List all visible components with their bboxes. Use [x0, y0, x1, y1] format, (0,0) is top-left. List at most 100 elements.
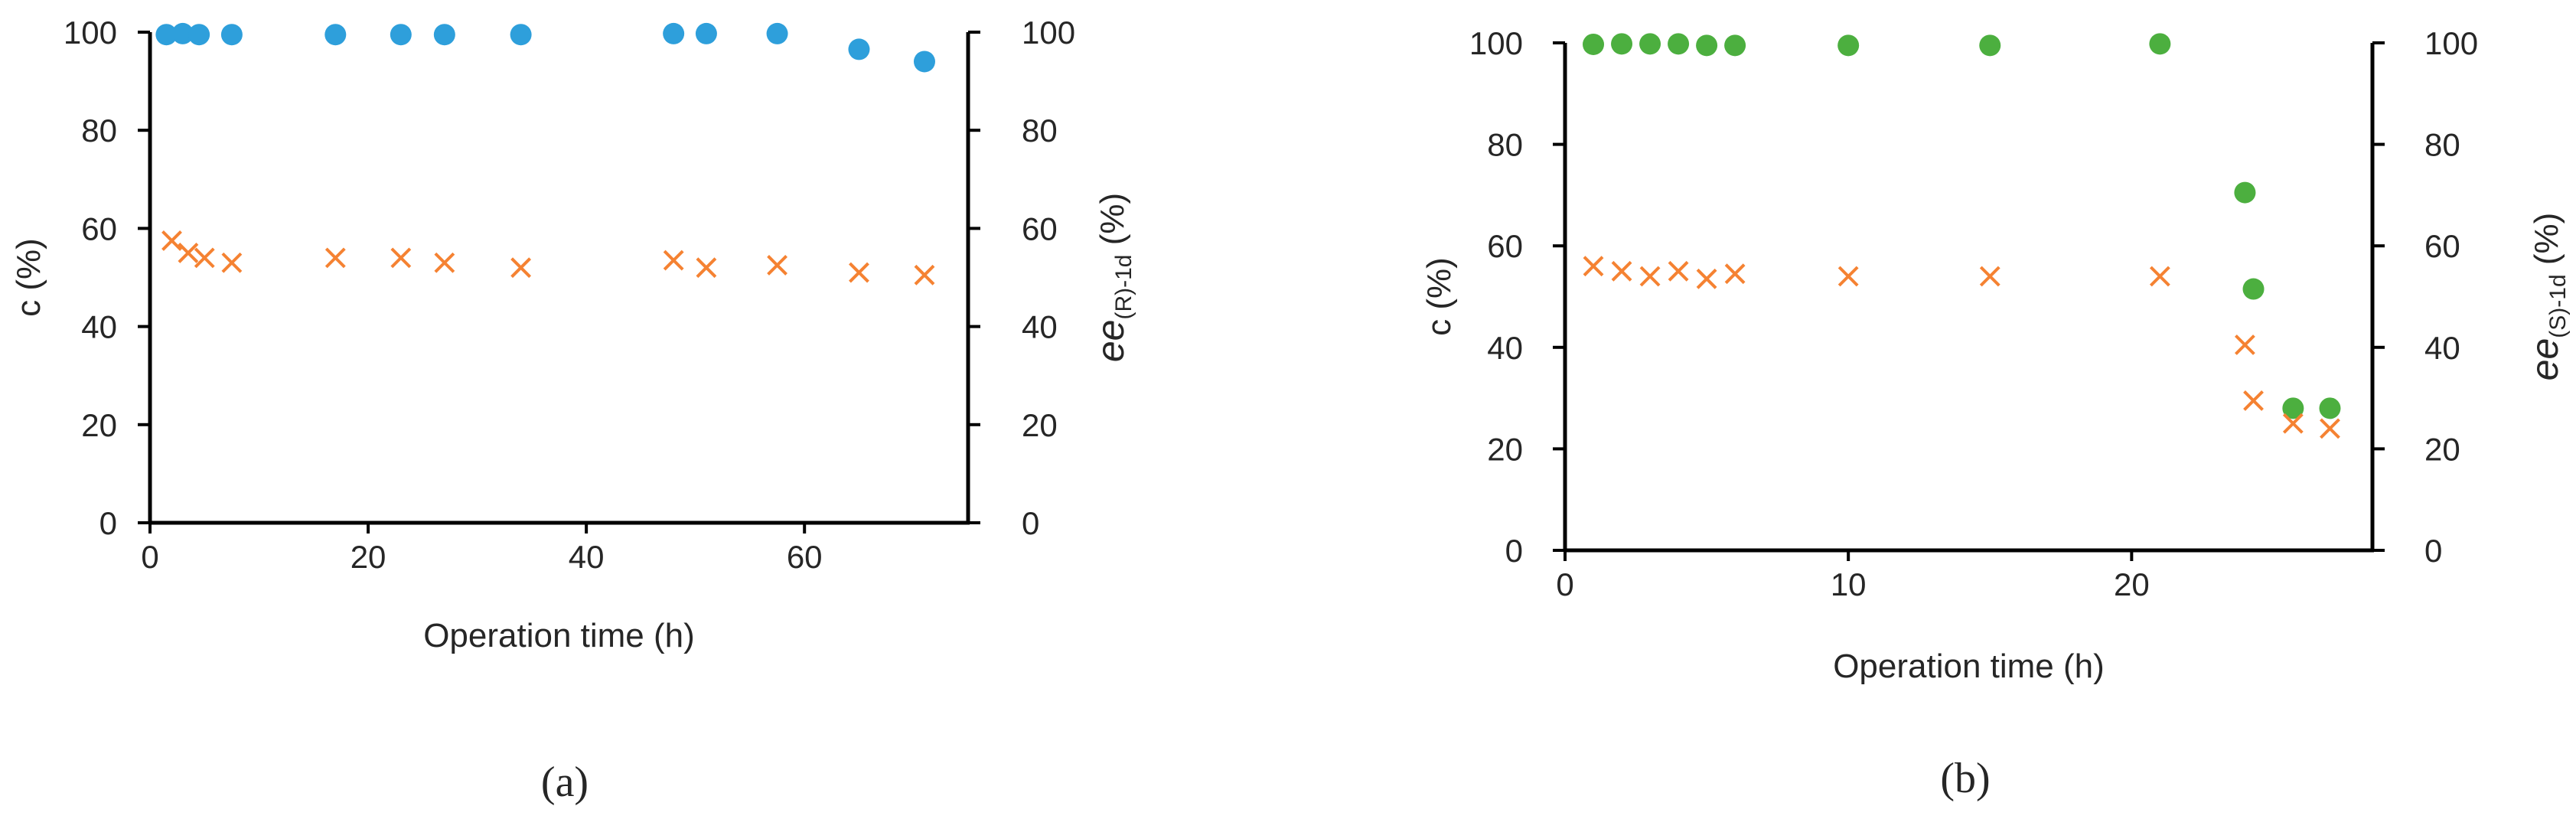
data-point-cross: [1639, 266, 1661, 287]
data-point-circle: [2319, 397, 2341, 419]
y-tick-label: 60: [1487, 228, 1523, 264]
x-tick-label: 0: [1556, 566, 1573, 602]
y2-tick-label: 40: [1022, 309, 1058, 345]
y2-tick-label: 20: [1022, 407, 1058, 443]
data-point-cross: [2235, 334, 2255, 355]
x-tick-label: 0: [141, 539, 158, 575]
y2-tick-label: 0: [2424, 533, 2442, 569]
y-tick-label: 60: [81, 210, 117, 246]
data-point-cross: [1979, 266, 2000, 287]
y-tick-label: 80: [1487, 127, 1523, 163]
chart-panel-a: 0 20 40 60 80 100 0 20 40 60 80 100 0 20 40 60 Operation…: [10, 15, 1136, 806]
data-point-cross: [2243, 390, 2264, 411]
data-point-circle: [1979, 34, 2001, 57]
y2-tick-label: 100: [2424, 25, 2478, 61]
x-tick-label: 40: [569, 539, 605, 575]
data-point-circle: [390, 24, 412, 46]
y2-tick-label: 60: [2424, 228, 2460, 264]
data-point-cross: [221, 252, 243, 273]
data-point-cross: [2149, 266, 2170, 287]
y-tick-label: 0: [1505, 533, 1523, 569]
y-axis-label: c (%): [10, 238, 47, 317]
data-point-cross: [1611, 260, 1632, 282]
y2-label-subscript: (S)-1d: [2545, 274, 2571, 338]
y2-tick-label: 80: [1022, 113, 1058, 148]
y2-tick-label: 0: [1022, 505, 1039, 541]
x-axis-label: Operation time (h): [1833, 648, 2105, 685]
data-point-circle: [2149, 33, 2171, 55]
y2-tick-label: 100: [1022, 15, 1075, 51]
data-point-circle: [913, 51, 935, 73]
data-point-circle: [848, 38, 870, 60]
y-tick-label: 40: [1487, 330, 1523, 366]
y-axis-label: c (%): [1420, 257, 1458, 336]
data-point-cross: [914, 264, 935, 286]
data-point-circle: [695, 22, 717, 44]
data-point-circle: [663, 22, 685, 44]
data-point-circle: [155, 24, 178, 46]
y2-label-subscript: (R)-1d: [1111, 255, 1136, 320]
data-point-cross: [194, 247, 215, 269]
data-point-circle: [324, 24, 347, 46]
data-point-cross: [1724, 263, 1746, 285]
data-point-cross: [324, 247, 346, 269]
data-point-cross: [849, 262, 869, 283]
data-point-circle: [1724, 34, 1746, 57]
x-tick-label: 10: [1831, 566, 1867, 602]
data-point-cross: [696, 257, 717, 279]
data-point-circle: [766, 22, 788, 44]
data-point-circle: [1837, 34, 1860, 57]
y-tick-label: 100: [64, 15, 117, 51]
data-point-circle: [1583, 33, 1605, 55]
y-tick-label: 20: [81, 407, 117, 443]
data-point-circle: [171, 22, 194, 44]
data-point-cross: [2320, 418, 2340, 439]
data-point-circle: [2242, 278, 2265, 300]
y2-label-ee: ee: [2523, 338, 2566, 381]
y-tick-label: 80: [81, 113, 117, 148]
y2-axis-label: ee(R)-1d (%): [1089, 193, 1136, 362]
data-point-cross: [178, 243, 199, 263]
x-tick-label: 20: [351, 539, 386, 575]
panel-label: (b): [1940, 755, 1990, 802]
data-point-circle: [2234, 181, 2256, 204]
y2-label-unit: (%): [1094, 193, 1131, 255]
y2-label-ee: ee: [1089, 320, 1132, 363]
data-point-circle: [188, 24, 210, 46]
x-tick-label: 20: [2114, 566, 2150, 602]
data-point-circle: [433, 24, 455, 46]
y-tick-label: 20: [1487, 431, 1523, 467]
x-tick-label: 60: [787, 539, 823, 575]
data-point-cross: [1583, 256, 1604, 277]
y2-tick-label: 80: [2424, 127, 2460, 163]
data-point-cross: [161, 230, 182, 251]
data-point-cross: [434, 252, 455, 273]
x-axis-label: Operation time (h): [423, 617, 695, 654]
y2-tick-label: 40: [2424, 330, 2460, 366]
data-point-circle: [2282, 397, 2304, 419]
data-point-cross: [1837, 266, 1859, 287]
data-point-circle: [1611, 33, 1633, 55]
y-tick-label: 0: [99, 505, 117, 541]
y2-label-unit: (%): [2528, 213, 2565, 275]
data-point-circle: [1639, 33, 1661, 55]
data-point-cross: [1696, 268, 1717, 289]
data-point-cross: [2282, 413, 2304, 434]
data-point-circle: [1696, 34, 1718, 57]
data-point-cross: [663, 250, 684, 271]
y2-axis-label: ee(S)-1d (%): [2523, 213, 2571, 381]
chart-panel-b: 0 20 40 60 80 100 0 20 40 60 80 100 0 10 20 Operation t…: [1420, 25, 2571, 802]
panel-label: (a): [541, 759, 589, 806]
data-point-cross: [767, 255, 787, 276]
data-point-circle: [510, 24, 532, 46]
data-point-circle: [1668, 33, 1690, 55]
y-tick-label: 100: [1469, 25, 1523, 61]
data-point-circle: [220, 24, 243, 46]
data-point-cross: [510, 257, 532, 279]
data-point-cross: [1668, 260, 1689, 282]
data-point-cross: [390, 247, 412, 269]
y2-tick-label: 20: [2424, 431, 2460, 467]
y2-tick-label: 60: [1022, 210, 1058, 246]
y-tick-label: 40: [81, 309, 117, 345]
